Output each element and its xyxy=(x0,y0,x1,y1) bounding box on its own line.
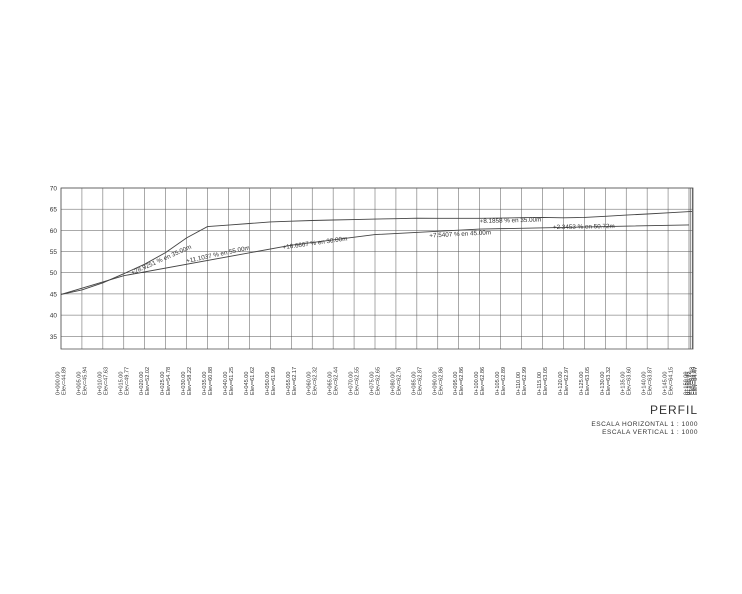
station-label: 0+060.00 xyxy=(307,372,313,396)
station-label: 0+110.00 xyxy=(516,372,522,395)
station-label: 0+140.00 xyxy=(642,372,648,396)
y-tick-label: 60 xyxy=(50,228,58,235)
elevation-label: Elev=63.05 xyxy=(543,367,549,395)
elevation-label: Elev=63.05 xyxy=(585,367,591,395)
elevation-label: Elev=64.45 xyxy=(691,367,697,395)
elevation-label: Elev=62.87 xyxy=(417,367,423,395)
elevation-label: Elev=47.63 xyxy=(103,367,109,395)
station-label: 0+005.00 xyxy=(76,372,82,396)
y-tick-label: 55 xyxy=(50,249,58,256)
station-label: 0+010.00 xyxy=(97,372,103,396)
station-label: 0+095.00 xyxy=(453,372,459,396)
station-label: 0+125.00 xyxy=(579,372,585,396)
station-label: 0+025.00 xyxy=(160,372,166,396)
grade-label: +7.5407 % en 45.00m xyxy=(429,229,491,239)
station-label: 0+145.00 xyxy=(663,372,669,396)
elevation-label: Elev=44.89 xyxy=(62,367,68,395)
station-label: 0+035.00 xyxy=(202,372,208,396)
station-label: 0+150.72 xyxy=(687,372,693,396)
elevation-label: Elev=62.32 xyxy=(313,367,319,395)
elevation-label: Elev=52.02 xyxy=(145,367,151,395)
elevation-label: Elev=63.60 xyxy=(627,367,633,395)
grade-labels: +28.9251 % en 35.00m+11.1037 % en 55.00m… xyxy=(130,217,615,277)
grade-label: +28.9251 % en 35.00m xyxy=(130,244,192,277)
station-label: 0+080.00 xyxy=(390,372,396,396)
profile-lines xyxy=(60,210,693,295)
station-label: 0+050.00 xyxy=(265,372,271,396)
elevation-label: Elev=63.32 xyxy=(606,367,612,395)
elevation-label: Elev=64.47 xyxy=(693,367,699,395)
elevation-label: Elev=61.99 xyxy=(271,367,277,395)
elevation-label: Elev=62.55 xyxy=(355,367,361,395)
elevation-label: Elev=62.44 xyxy=(334,367,340,395)
grade-label: +8.1858 % en 35.00m xyxy=(480,217,542,226)
station-labels: 0+000.00 Elev=44.89 0+005.00 Elev=45.94 0+01… xyxy=(56,367,700,395)
y-tick-label: 50 xyxy=(50,270,58,277)
horizontal-scale-note: ESCALA HORIZONTAL 1 : 1000 xyxy=(591,421,698,428)
elevation-label: Elev=60.88 xyxy=(208,367,214,395)
elevation-axis: 35 40 45 50 55 60 65 70 xyxy=(50,186,58,341)
station-label: 0+020.00 xyxy=(139,372,145,396)
station-label: 0+000.00 xyxy=(56,372,62,396)
elevation-label: Elev=61.62 xyxy=(250,367,256,395)
elevation-label: Elev=62.97 xyxy=(564,367,570,395)
elevation-label: Elev=62.86 xyxy=(480,367,486,395)
elevation-label: Elev=64.43 xyxy=(690,367,696,395)
station-label: 0+015.00 xyxy=(118,372,124,396)
elevation-label: Elev=62.89 xyxy=(501,367,507,395)
station-label: 0+070.00 xyxy=(349,372,355,396)
elevation-label: Elev=62.86 xyxy=(438,367,444,395)
elevation-label: Elev=54.78 xyxy=(166,367,172,395)
elevation-label: Elev=61.25 xyxy=(229,367,235,395)
design-grade-line xyxy=(60,224,690,295)
station-label: 0+030.00 xyxy=(181,372,187,396)
grade-label: +16.6667 % en 30.00m xyxy=(282,235,348,251)
station-label: 0+120.00 xyxy=(558,372,564,396)
station-label: 0+115.00 xyxy=(537,372,543,395)
elevation-label: Elev=64.15 xyxy=(669,367,675,395)
elevation-label: Elev=62.76 xyxy=(396,367,402,395)
station-label: 0+150.45 xyxy=(685,372,691,396)
station-label: 0+130.00 xyxy=(600,372,606,396)
station-label: 0+075.00 xyxy=(370,372,376,396)
station-label: 0+085.00 xyxy=(411,372,417,396)
station-label: 0+150.00 xyxy=(684,372,690,396)
elevation-label: Elev=58.22 xyxy=(187,367,193,395)
elevation-label: Elev=62.17 xyxy=(292,367,298,395)
elevation-label: Elev=62.86 xyxy=(459,367,465,395)
station-label: 0+135.00 xyxy=(621,372,627,396)
elevation-label: Elev=62.99 xyxy=(522,367,528,395)
station-label: 0+090.00 xyxy=(432,372,438,396)
y-tick-label: 40 xyxy=(50,313,58,320)
profile-title: PERFIL xyxy=(649,403,698,417)
vertical-scale-note: ESCALA VERTICAL 1 : 1000 xyxy=(602,429,698,436)
y-tick-label: 45 xyxy=(50,291,58,298)
station-label: 0+055.00 xyxy=(286,372,292,396)
grade-label: +2.3453 % en 50.72m xyxy=(553,223,615,231)
y-tick-label: 65 xyxy=(50,207,58,214)
profile-grid xyxy=(60,187,694,350)
elevation-label: Elev=62.65 xyxy=(376,367,382,395)
plot-frame xyxy=(60,187,694,350)
station-label: 0+065.00 xyxy=(328,372,334,396)
station-label: 0+100.00 xyxy=(474,372,480,396)
station-label: 0+040.00 xyxy=(223,372,229,396)
station-label: 0+045.00 xyxy=(244,372,250,396)
terrain-profile-line xyxy=(60,210,693,295)
elevation-label: Elev=63.87 xyxy=(648,367,654,395)
y-tick-label: 70 xyxy=(50,186,58,193)
station-label: 0+105.00 xyxy=(495,372,501,395)
elevation-label: Elev=45.94 xyxy=(82,367,88,395)
y-tick-label: 35 xyxy=(50,334,58,341)
elevation-label: Elev=49.77 xyxy=(124,367,130,395)
